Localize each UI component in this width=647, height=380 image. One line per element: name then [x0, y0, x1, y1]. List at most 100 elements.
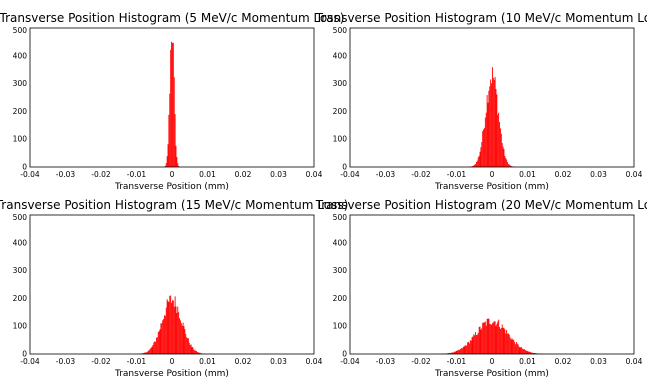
x-tick-label: -0.04: [20, 170, 40, 179]
histogram-bar: [170, 49, 172, 167]
histogram-bar: [534, 353, 536, 354]
histogram-bar: [483, 322, 485, 354]
histogram-bar: [148, 349, 150, 354]
x-tick-label: -0.04: [340, 357, 360, 366]
histogram-bar: [457, 350, 459, 354]
histogram-bar: [495, 88, 497, 167]
x-axis-label: Transverse Position (mm): [114, 182, 229, 192]
histogram-bar: [152, 345, 154, 354]
histogram-bar: [485, 112, 487, 167]
histogram-bar: [497, 321, 499, 354]
histogram-bar: [184, 329, 186, 354]
histogram-bar: [492, 322, 494, 354]
histogram-bar: [502, 146, 504, 167]
histogram-bar: [191, 347, 193, 354]
histogram-bar: [487, 318, 489, 354]
histogram-bar: [522, 348, 524, 354]
histogram-bar: [463, 346, 465, 354]
plot-frame: [29, 27, 315, 168]
panel-20mev: Transverse Position Histogram (20 MeV/c …: [315, 198, 647, 379]
x-axis-label: Transverse Position (mm): [114, 369, 229, 379]
histogram-bar: [468, 343, 470, 354]
histogram-bar: [451, 352, 453, 354]
histogram-bar: [490, 324, 492, 354]
x-tick-label: 0.02: [555, 357, 572, 366]
x-tick-label: 0.02: [235, 357, 252, 366]
histogram-bar: [150, 347, 152, 354]
histogram-bar: [157, 332, 159, 354]
histogram-bar: [477, 157, 479, 167]
x-tick-label: 0.04: [306, 170, 323, 179]
histogram-bar: [501, 142, 503, 167]
histogram-bar: [497, 114, 499, 167]
histogram-bar: [167, 144, 169, 167]
histogram-bar: [484, 322, 485, 354]
histogram-bar: [149, 348, 151, 354]
histogram-bar: [158, 330, 160, 354]
y-tick-label: 200: [333, 294, 348, 303]
histogram-bar: [527, 351, 529, 354]
histogram-bar: [480, 147, 482, 167]
histogram-bar: [459, 349, 461, 354]
x-tick-label: 0: [490, 170, 495, 179]
histogram-bar: [494, 321, 496, 354]
histogram-bar: [142, 353, 144, 354]
histogram-bar: [180, 323, 182, 354]
histogram-bar: [503, 149, 505, 167]
histogram-bar: [514, 342, 516, 354]
histogram-bar: [146, 352, 148, 354]
y-tick-label: 0: [342, 350, 347, 359]
histogram-bar: [508, 164, 510, 167]
histogram-bar: [493, 79, 495, 167]
x-axis-label: Transverse Position (mm): [434, 369, 549, 379]
histogram-bar: [523, 349, 524, 354]
histogram-bar: [490, 79, 492, 167]
histogram-bar: [156, 337, 158, 354]
histogram-bar: [476, 334, 478, 354]
histogram-bar: [185, 334, 187, 354]
histogram-bar: [193, 349, 195, 354]
panel-title: Transverse Position Histogram (20 MeV/c …: [315, 198, 647, 212]
y-axis: 0 100 200 300 400 500: [13, 26, 28, 172]
histogram-bar: [458, 349, 460, 354]
histogram-bar: [460, 348, 462, 354]
histogram-bar: [468, 341, 469, 354]
histogram-bar: [478, 326, 480, 354]
x-tick-label: -0.01: [447, 357, 467, 366]
histogram-bar: [486, 319, 488, 354]
x-tick-label: 0: [170, 170, 175, 179]
histogram-bar: [162, 320, 164, 354]
histogram-bar: [449, 352, 451, 354]
histogram-bar: [168, 114, 170, 167]
histogram-bar: [145, 352, 147, 354]
histogram-bar: [530, 352, 532, 354]
histogram-bar: [461, 348, 463, 354]
histogram-bar: [511, 338, 513, 354]
histogram-bar: [496, 94, 498, 167]
histogram-bar: [489, 86, 491, 167]
histogram-bar: [533, 353, 535, 354]
histogram-bar: [466, 345, 468, 354]
histogram-bar: [507, 333, 509, 354]
y-axis: 0 100 200 300 400 500: [333, 213, 348, 359]
x-tick-label: -0.03: [376, 170, 396, 179]
histogram-bar: [473, 334, 475, 354]
histogram-bar: [475, 332, 477, 354]
histogram-bar: [473, 165, 475, 167]
histogram-bar: [531, 352, 532, 354]
histogram-bar: [520, 347, 522, 354]
histogram-bar: [165, 307, 167, 354]
histogram-bar: [492, 67, 493, 167]
histogram-bar: [172, 300, 174, 354]
histogram-bar: [505, 157, 507, 167]
histogram-bar: [499, 328, 501, 354]
y-tick-label: 400: [13, 51, 28, 60]
histogram-bar: [159, 329, 161, 354]
histogram-bar: [491, 83, 492, 167]
histogram-bar: [504, 329, 506, 354]
panel-title: Transverse Position Histogram (10 MeV/c …: [315, 11, 647, 25]
histogram-bar: [491, 324, 492, 354]
histogram-bar: [144, 352, 146, 354]
histogram-bar: [199, 352, 201, 354]
histogram-bar: [465, 345, 467, 354]
